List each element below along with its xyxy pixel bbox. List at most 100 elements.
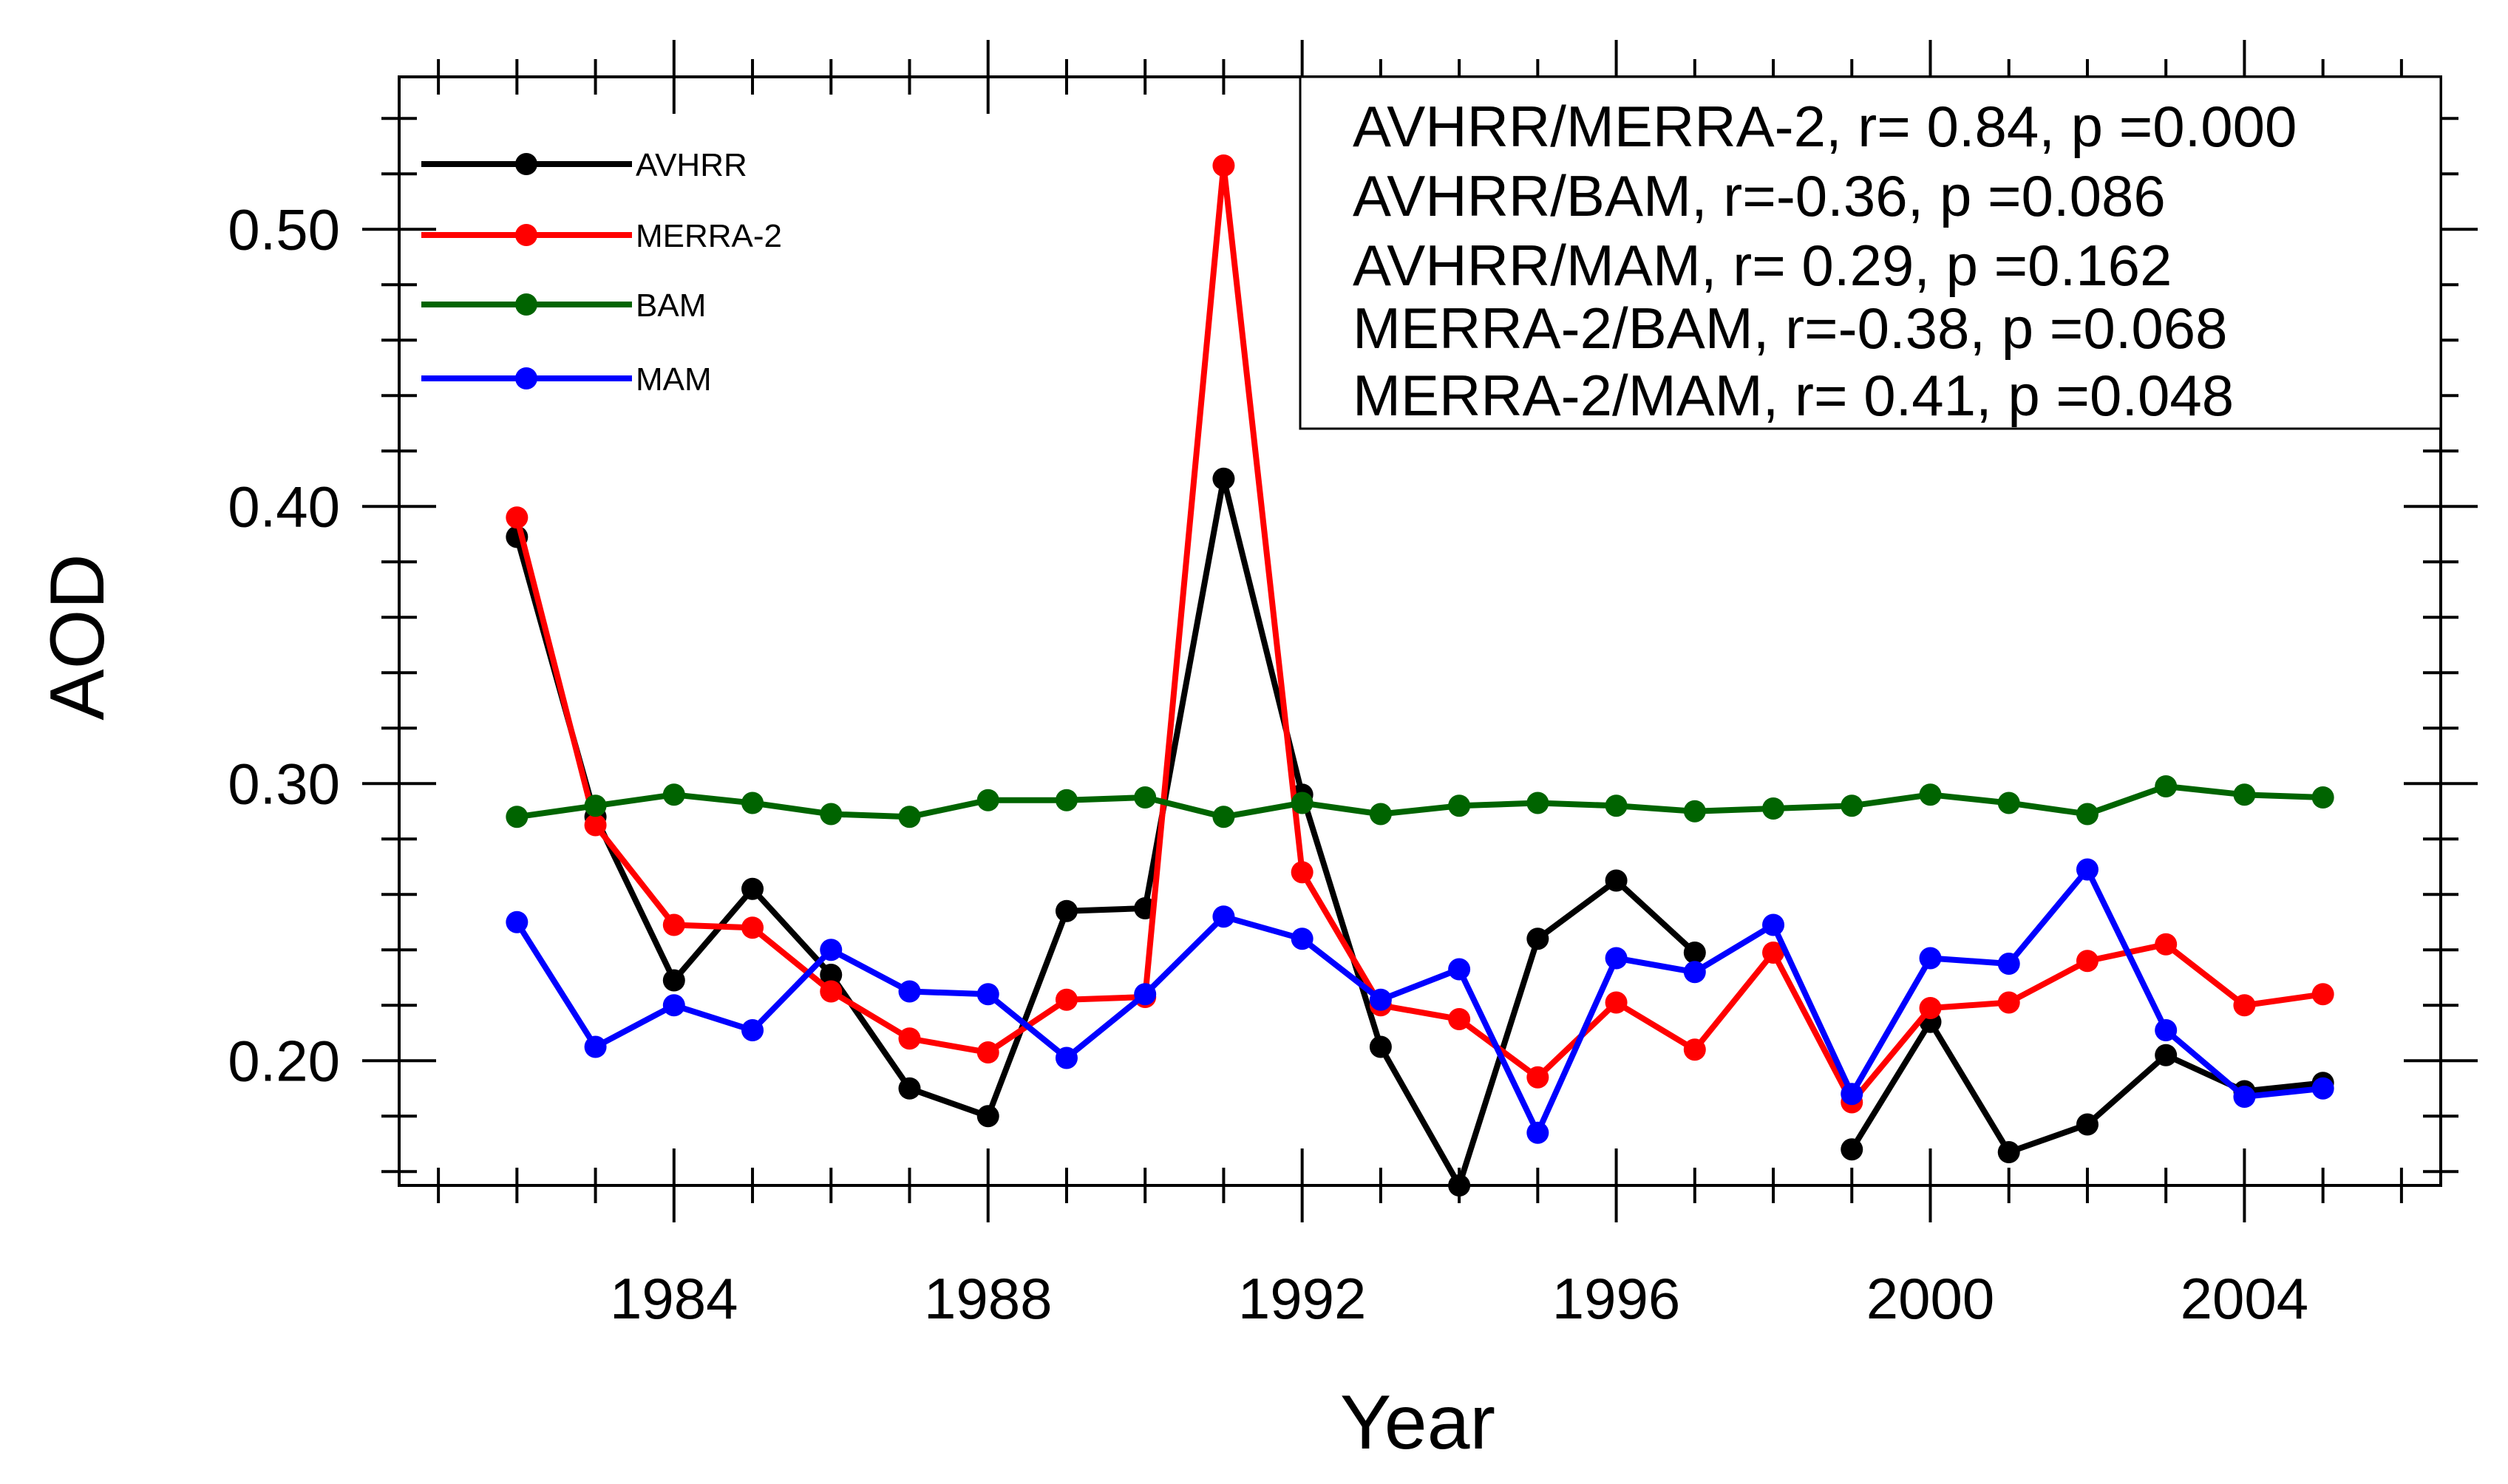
data-point-bam (1841, 794, 1863, 817)
legend-marker-mam (515, 367, 537, 389)
stats-box: AVHRR/MERRA-2, r= 0.84, p =0.000 AVHRR/B… (1299, 75, 2442, 430)
data-point-bam (1683, 800, 1706, 823)
data-point-bam (1605, 794, 1628, 817)
data-point-merra-2 (1683, 1038, 1706, 1061)
data-point-bam (2155, 775, 2178, 797)
legend-label-mam: MAM (636, 361, 712, 398)
data-point-merra-2 (1997, 991, 2020, 1014)
legend: AVHRR MERRA-2 BAM MAM (421, 147, 782, 398)
data-point-mam (1212, 905, 1235, 928)
data-point-avhrr (1212, 467, 1235, 490)
data-point-bam (1134, 786, 1157, 809)
data-point-bam (2076, 803, 2099, 826)
data-point-mam (1291, 928, 1314, 950)
data-point-bam (1369, 803, 1392, 826)
stats-line-2: AVHRR/BAM, r=-0.36, p =0.086 (1353, 163, 2166, 228)
data-point-bam (1997, 792, 2020, 814)
data-point-mam (1134, 983, 1157, 1006)
data-point-merra-2 (1212, 154, 1235, 177)
x-axis-title: Year (1340, 1380, 1495, 1466)
data-point-avhrr (898, 1077, 921, 1100)
data-point-bam (820, 803, 843, 826)
data-point-bam (1762, 797, 1785, 820)
data-point-bam (506, 806, 529, 828)
data-point-bam (1526, 792, 1549, 814)
data-point-mam (2155, 1019, 2178, 1041)
data-point-merra-2 (1448, 1008, 1471, 1030)
series-line-merra-2 (514, 163, 2324, 1106)
data-point-bam (976, 789, 999, 811)
data-point-merra-2 (1605, 991, 1628, 1014)
data-point-bam (1919, 783, 1942, 806)
data-point-bam (584, 794, 607, 817)
data-point-mam (820, 939, 843, 961)
y-tick-label: 0.40 (228, 474, 340, 539)
data-point-merra-2 (2233, 994, 2256, 1017)
data-point-mam (1055, 1046, 1078, 1069)
data-point-mam (1919, 947, 1942, 970)
x-tick-label: 1984 (610, 1266, 738, 1331)
data-point-bam (1055, 789, 1078, 811)
data-point-avhrr (1369, 1035, 1392, 1058)
data-point-merra-2 (1055, 988, 1078, 1011)
data-point-bam (898, 806, 921, 828)
y-tick-label: 0.50 (228, 197, 340, 262)
data-point-merra-2 (662, 913, 685, 936)
stats-line-3: AVHRR/MAM, r= 0.29, p =0.162 (1353, 233, 2172, 298)
data-point-avhrr (1605, 869, 1628, 892)
data-point-mam (1448, 958, 1471, 981)
data-point-mam (662, 994, 685, 1017)
x-tick-label: 1992 (1238, 1266, 1367, 1331)
data-point-avhrr (1997, 1141, 2020, 1163)
data-point-bam (2311, 786, 2334, 809)
data-point-mam (2311, 1077, 2334, 1100)
data-point-mam (976, 983, 999, 1006)
x-tick-label: 1996 (1552, 1266, 1681, 1331)
data-point-mam (506, 911, 529, 933)
x-tick-label: 2004 (2181, 1266, 2309, 1331)
series-mam (506, 858, 2334, 1144)
legend-label-avhrr: AVHRR (636, 147, 747, 183)
legend-label-bam: BAM (636, 287, 706, 324)
data-point-merra-2 (506, 506, 529, 529)
data-point-bam (1212, 806, 1235, 828)
data-point-avhrr (741, 877, 764, 900)
data-series (506, 154, 2334, 1197)
data-point-mam (1605, 947, 1628, 970)
data-point-avhrr (2076, 1113, 2099, 1136)
legend-label-merra-2: MERRA-2 (636, 218, 782, 254)
axis-tick-labels: 1984 1988 1992 1996 2000 2004 0.20 0.30 0.40 0.50 (228, 197, 2308, 1331)
y-tick-label: 0.20 (228, 1028, 340, 1093)
data-point-avhrr (662, 969, 685, 992)
data-point-avhrr (2155, 1044, 2178, 1066)
stats-line-5: MERRA-2/MAM, r= 0.41, p =0.048 (1353, 363, 2234, 428)
data-point-avhrr (1526, 928, 1549, 950)
data-point-avhrr (820, 964, 843, 986)
stats-line-4: MERRA-2/BAM, r=-0.38, p =0.068 (1353, 296, 2228, 361)
data-point-mam (584, 1035, 607, 1058)
data-point-avhrr (1055, 899, 1078, 922)
data-point-mam (2233, 1086, 2256, 1108)
data-point-mam (1841, 1083, 1863, 1106)
data-point-bam (662, 783, 685, 806)
data-point-merra-2 (584, 814, 607, 837)
x-tick-label: 2000 (1866, 1266, 1995, 1331)
data-point-bam (1291, 792, 1314, 814)
legend-marker-avhrr (515, 153, 537, 175)
series-bam (506, 775, 2334, 828)
data-point-mam (1997, 953, 2020, 975)
data-point-merra-2 (2155, 933, 2178, 956)
data-point-mam (1762, 913, 1785, 936)
series-line-mam (514, 866, 2324, 1136)
data-point-merra-2 (741, 916, 764, 939)
data-point-merra-2 (1291, 861, 1314, 884)
data-point-merra-2 (1762, 942, 1785, 964)
y-axis-title: AOD (35, 554, 120, 720)
data-point-merra-2 (2311, 983, 2334, 1006)
x-tick-label: 1988 (924, 1266, 1053, 1331)
data-point-merra-2 (976, 1041, 999, 1063)
data-point-bam (2233, 783, 2256, 806)
data-point-bam (741, 792, 764, 814)
series-line-avhrr (514, 475, 1697, 1188)
